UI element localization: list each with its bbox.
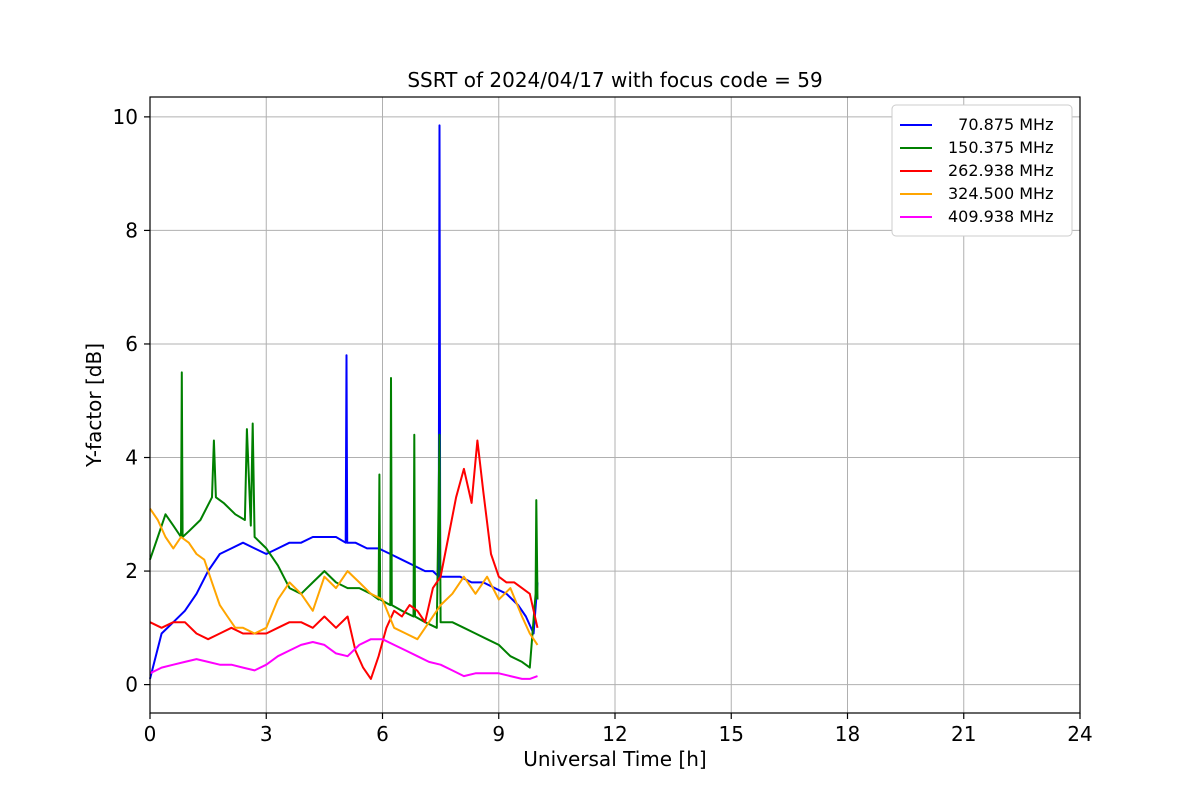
x-tick-label: 3: [260, 722, 273, 746]
legend-box: [891, 104, 1073, 237]
series-line-2: [149, 439, 539, 680]
series-line-3: [149, 508, 539, 646]
x-tick-label: 18: [835, 722, 860, 746]
legend-entry: 150.375 MHz: [948, 138, 1053, 157]
x-tick-label: 6: [376, 722, 389, 746]
y-tick-label: 10: [113, 105, 138, 129]
x-tick-label: 21: [951, 722, 976, 746]
y-tick-label: 0: [125, 673, 138, 697]
y-tick-label: 2: [125, 559, 138, 583]
y-axis-label: Y-factor [dB]: [82, 343, 106, 468]
legend-entry: 262.938 MHz: [948, 161, 1053, 180]
x-tick-label: 0: [144, 722, 157, 746]
x-tick-label: 12: [602, 722, 627, 746]
chart-title: SSRT of 2024/04/17 with focus code = 59: [407, 68, 822, 92]
series-lines: [149, 124, 539, 680]
series-line-1: [149, 371, 539, 669]
x-tick-label: 15: [719, 722, 744, 746]
y-tick-label: 6: [125, 332, 138, 356]
x-tick-label: 9: [492, 722, 505, 746]
y-tick-label: 4: [125, 446, 138, 470]
y-tick-label: 8: [125, 218, 138, 242]
x-tick-label: 24: [1067, 722, 1092, 746]
legend-entry: 70.875 MHz: [948, 115, 1053, 134]
legend-entry: 324.500 MHz: [948, 184, 1053, 203]
series-line-0: [149, 124, 539, 680]
x-axis-label: Universal Time [h]: [523, 747, 706, 771]
series-line-4: [149, 638, 538, 680]
legend-entry: 409.938 MHz: [948, 207, 1053, 226]
legend: 70.875 MHz 150.375 MHz 262.938 MHz 324.500 …: [891, 104, 1073, 237]
